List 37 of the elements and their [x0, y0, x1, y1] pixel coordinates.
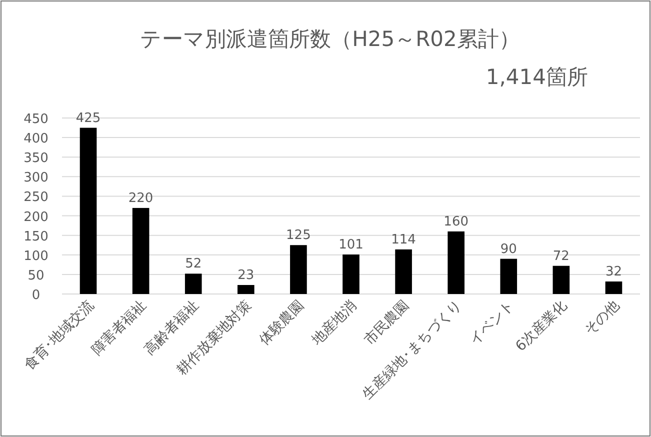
y-tick-label: 50	[28, 268, 44, 284]
data-label: 114	[391, 232, 416, 248]
y-tick-label: 100	[24, 248, 48, 264]
bar	[184, 274, 202, 294]
chart-title: テーマ別派遣箇所数（H25～R02累計）	[140, 27, 520, 51]
data-label: 72	[552, 248, 570, 264]
bar	[290, 245, 307, 294]
data-label: 101	[338, 238, 364, 252]
x-tick-label: その他	[582, 298, 623, 339]
y-tick-label: 200	[24, 210, 48, 225]
bar	[395, 249, 412, 294]
data-label: 160	[444, 214, 469, 230]
y-tick-label: 300	[24, 170, 48, 186]
x-tick-label: 体験農園	[256, 298, 308, 348]
y-tick-label: 250	[24, 190, 48, 206]
x-tick-label: 地産地消	[308, 298, 360, 350]
data-label: 220	[128, 190, 154, 206]
data-label: 23	[238, 268, 254, 284]
bar	[500, 258, 518, 294]
bar	[132, 208, 150, 294]
y-tick-label: 350	[24, 151, 48, 166]
data-label: 425	[76, 110, 101, 126]
y-tick-label: 150	[24, 229, 48, 244]
data-label: 32	[605, 264, 622, 280]
bar	[238, 285, 254, 294]
chart-subtitle: 1,414箇所	[486, 65, 588, 89]
bar	[605, 281, 622, 294]
data-label: 90	[500, 242, 517, 257]
bar	[552, 266, 570, 294]
bar	[342, 254, 360, 294]
bar	[80, 128, 97, 294]
data-label: 52	[185, 256, 202, 272]
y-tick-label: 0	[32, 288, 40, 303]
y-tick-label: 400	[24, 132, 48, 147]
y-tick-label: 450	[24, 112, 48, 127]
bar	[448, 231, 464, 294]
data-label: 125	[286, 228, 311, 244]
